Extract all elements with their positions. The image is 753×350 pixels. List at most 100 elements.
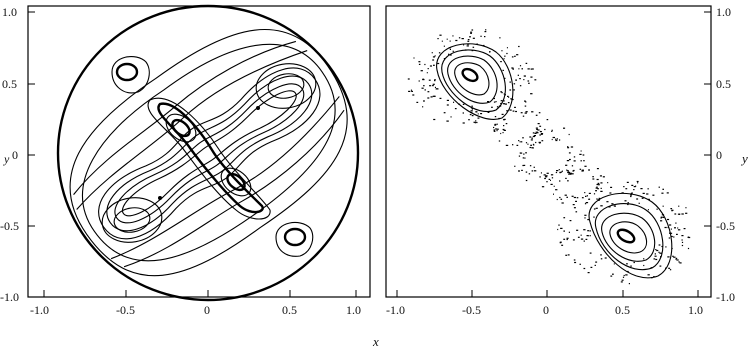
scatter-point bbox=[675, 258, 677, 260]
scatter-point bbox=[602, 176, 605, 178]
scatter-point bbox=[555, 139, 558, 142]
scatter-point bbox=[471, 107, 473, 109]
scatter-point bbox=[596, 168, 599, 170]
scatter-point bbox=[503, 93, 506, 95]
scatter-point bbox=[653, 276, 655, 278]
scatter-point bbox=[593, 193, 596, 195]
scatter-point bbox=[424, 89, 426, 91]
scatter-point bbox=[504, 77, 506, 79]
scatter-point bbox=[585, 202, 589, 204]
scatter-point bbox=[432, 83, 435, 85]
scatter-point bbox=[432, 56, 435, 58]
scatter-point bbox=[592, 178, 595, 180]
island-top-left bbox=[115, 62, 139, 82]
left-x-tick-label: -0.5 bbox=[116, 303, 135, 317]
band-contour bbox=[76, 50, 308, 210]
island-bottom-right bbox=[283, 227, 307, 247]
scatter-point bbox=[595, 187, 598, 189]
scatter-point bbox=[596, 198, 598, 200]
scatter-point bbox=[509, 81, 511, 83]
scatter-point bbox=[532, 132, 535, 134]
scatter-point bbox=[475, 111, 478, 113]
scatter-point bbox=[511, 99, 513, 101]
scatter-point bbox=[438, 52, 441, 54]
scatter-point bbox=[630, 192, 633, 194]
scatter-point bbox=[647, 274, 650, 276]
island-upper-left bbox=[436, 43, 514, 120]
scatter-point bbox=[668, 237, 671, 239]
scatter-point bbox=[446, 99, 449, 101]
scatter-point bbox=[638, 202, 640, 204]
scatter-point bbox=[454, 108, 457, 110]
scatter-point bbox=[550, 183, 553, 185]
scatter-point bbox=[545, 175, 548, 177]
scatter-point bbox=[658, 251, 660, 253]
scatter-point bbox=[551, 130, 553, 132]
scatter-point bbox=[668, 267, 671, 269]
scatter-point bbox=[660, 220, 663, 222]
scatter-point bbox=[676, 233, 678, 235]
scatter-point bbox=[681, 235, 684, 237]
scatter-point bbox=[450, 54, 452, 56]
left-y-tick-label: 0.5 bbox=[2, 77, 17, 91]
scatter-point bbox=[432, 59, 435, 61]
scatter-point bbox=[670, 208, 673, 210]
scatter-point bbox=[613, 263, 615, 265]
scatter-point bbox=[633, 186, 636, 188]
scatter-point bbox=[653, 258, 656, 260]
scatter-point bbox=[489, 51, 491, 53]
scatter-point bbox=[558, 224, 560, 226]
scatter-point bbox=[434, 55, 436, 57]
scatter-point bbox=[621, 192, 624, 194]
scatter-point bbox=[583, 229, 586, 231]
scatter-point bbox=[513, 89, 515, 91]
scatter-point bbox=[670, 235, 673, 238]
scatter-point bbox=[520, 152, 523, 154]
left-x-tick-label: -1.0 bbox=[30, 303, 49, 317]
scatter-point bbox=[643, 264, 645, 267]
scatter-point bbox=[518, 45, 520, 48]
scatter-point bbox=[661, 245, 663, 248]
scatter-point bbox=[563, 127, 566, 129]
scatter-point bbox=[446, 38, 448, 40]
scatter-point bbox=[528, 82, 530, 84]
scatter-point bbox=[506, 52, 508, 55]
scatter-point bbox=[671, 209, 674, 211]
scatter-point bbox=[533, 135, 536, 137]
scatter-point bbox=[458, 37, 461, 39]
scatter-point bbox=[501, 92, 503, 94]
scatter-point bbox=[551, 177, 554, 179]
scatter-point bbox=[610, 275, 613, 277]
scatter-point bbox=[679, 262, 682, 264]
scatter-point bbox=[580, 234, 582, 236]
scatter-point bbox=[575, 200, 577, 202]
scatter-point bbox=[503, 58, 505, 60]
scatter-point bbox=[540, 133, 543, 135]
scatter-point bbox=[595, 190, 597, 192]
scatter-point bbox=[462, 103, 465, 105]
island-lower-right bbox=[588, 192, 673, 279]
scatter-point bbox=[516, 144, 519, 146]
scatter-point bbox=[530, 93, 533, 95]
scatter-point bbox=[550, 174, 554, 176]
scatter-point bbox=[500, 61, 502, 63]
scatter-point bbox=[519, 65, 522, 67]
scatter-point bbox=[664, 226, 667, 229]
scatter-point bbox=[507, 102, 510, 104]
scatter-point bbox=[567, 147, 570, 149]
scatter-point bbox=[529, 146, 532, 149]
scatter-point bbox=[589, 235, 591, 237]
scatter-point bbox=[589, 252, 592, 254]
scatter-point bbox=[546, 119, 549, 121]
scatter-point bbox=[561, 244, 564, 246]
scatter-point bbox=[673, 256, 676, 258]
scatter-point bbox=[587, 272, 590, 274]
scatter-point bbox=[633, 261, 635, 264]
scatter-point bbox=[596, 183, 599, 186]
scatter-point bbox=[544, 176, 548, 178]
island-bottom-left bbox=[113, 207, 151, 233]
scatter-point bbox=[568, 152, 571, 154]
left-y-tick-label: -0.5 bbox=[0, 219, 19, 233]
scatter-point bbox=[670, 228, 672, 230]
scatter-point bbox=[506, 47, 508, 49]
